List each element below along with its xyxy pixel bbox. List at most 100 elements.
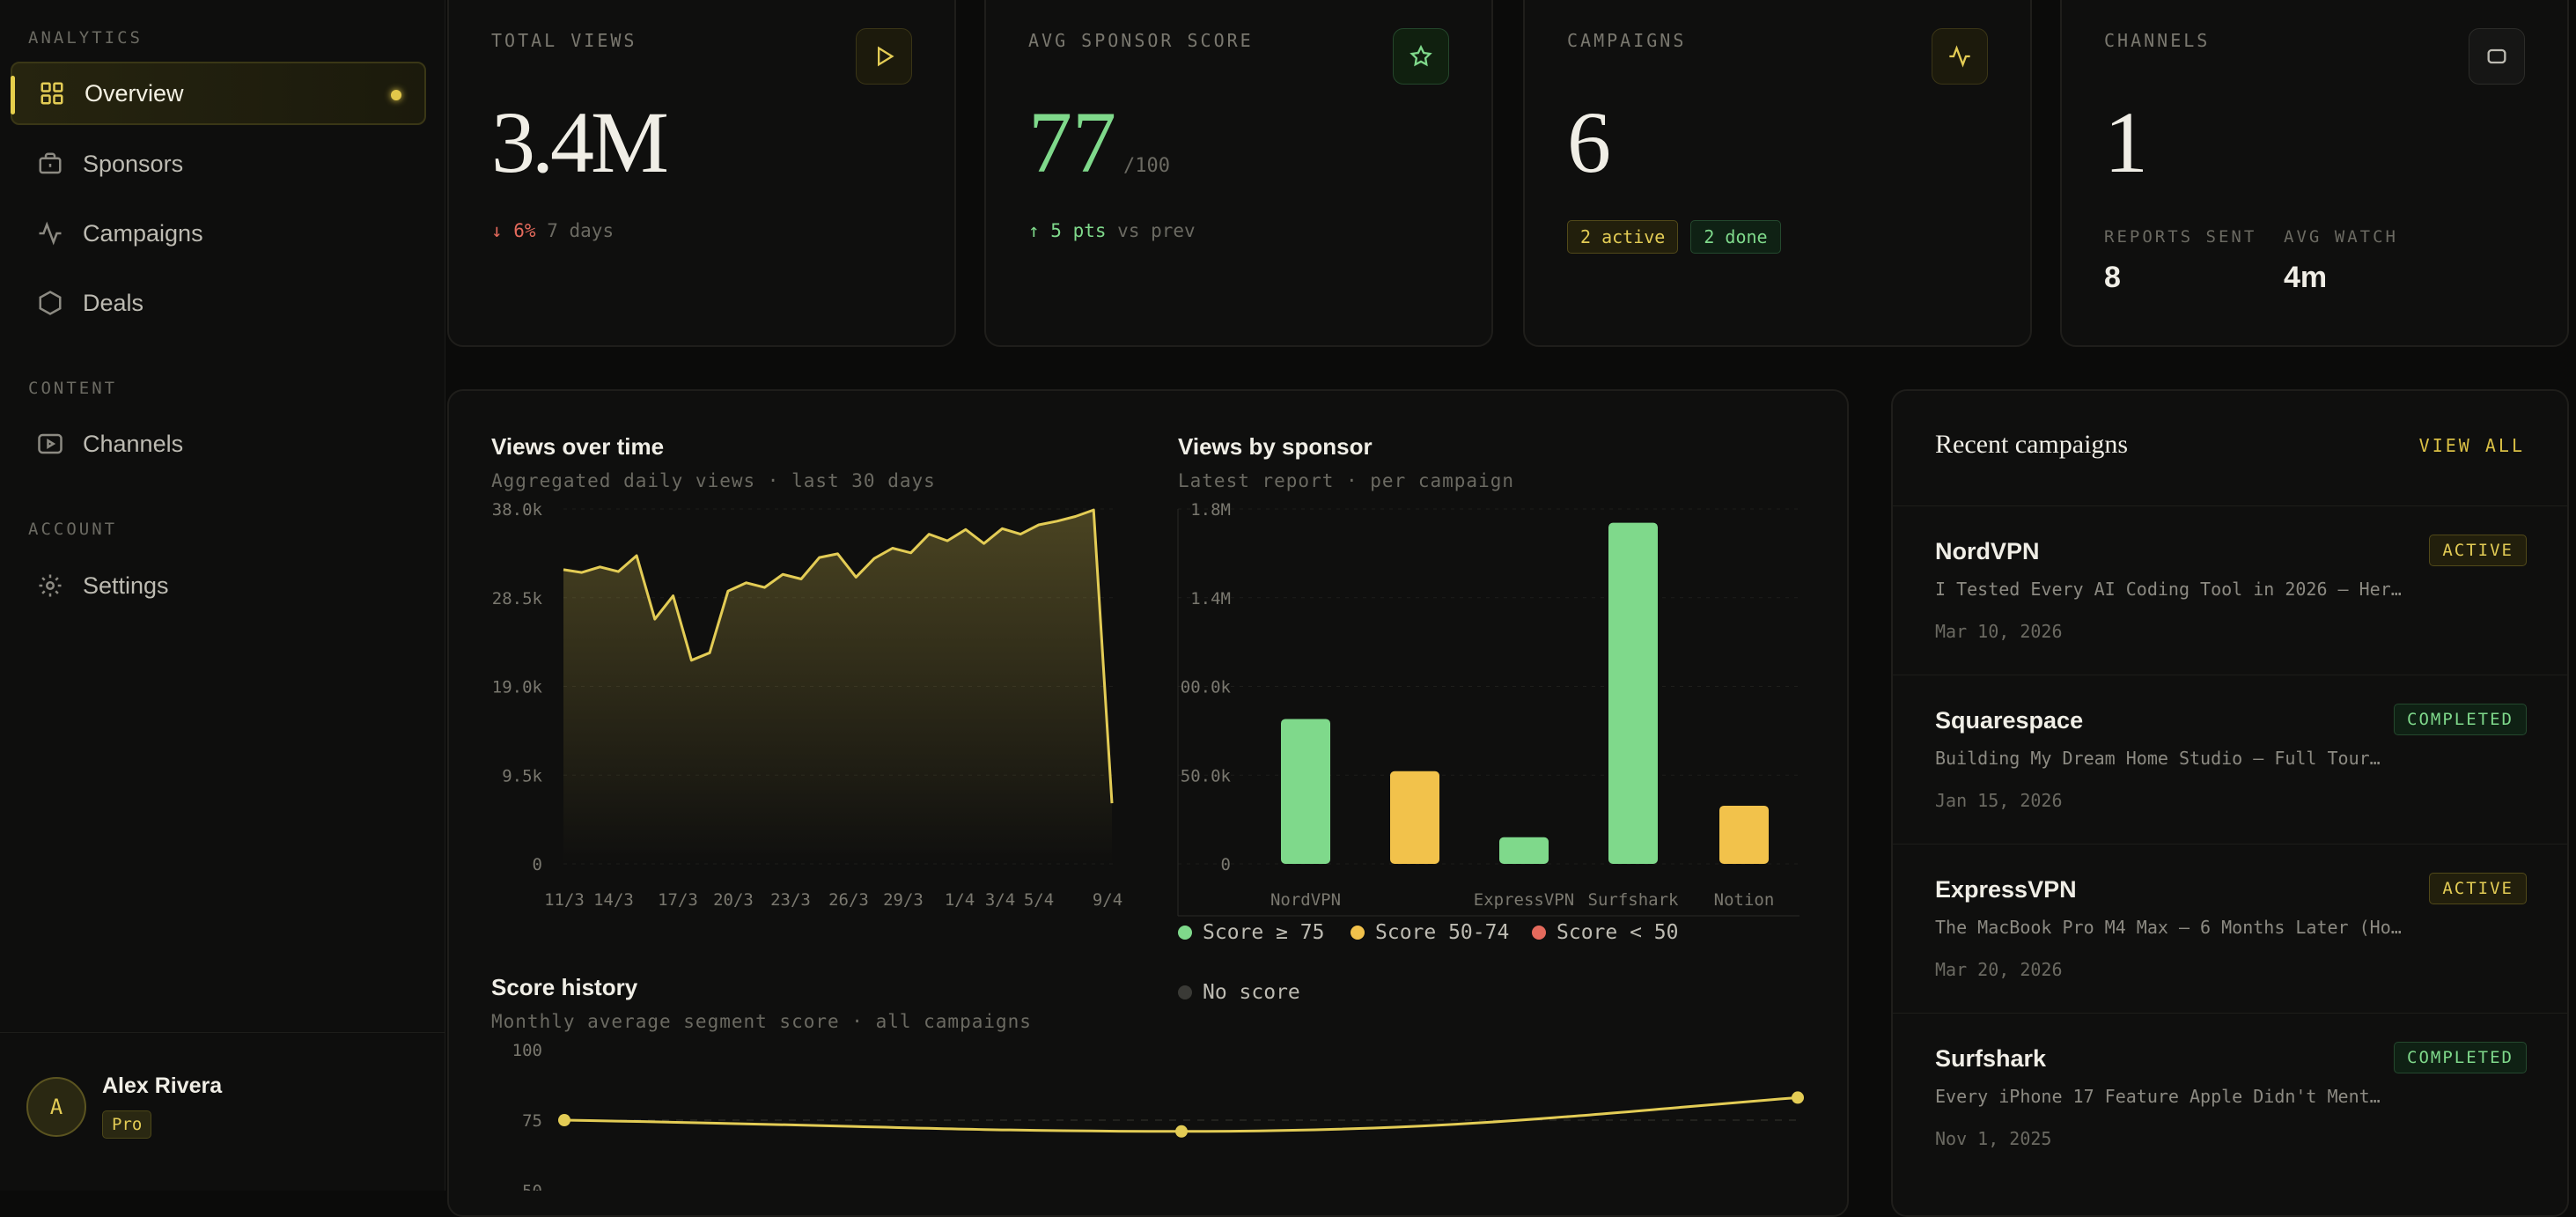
campaign-desc: Every iPhone 17 Feature Apple Didn't Men… xyxy=(1935,1086,2381,1107)
sidebar-item-campaigns[interactable]: Campaigns xyxy=(11,202,426,265)
legend-item-high: Score ≥ 75 xyxy=(1178,921,1324,944)
watch-value: 4m xyxy=(2284,261,2328,294)
sidebar-item-channels[interactable]: Channels xyxy=(11,412,426,476)
video-icon xyxy=(38,433,63,454)
status-badge: COMPLETED xyxy=(2394,704,2527,735)
reports-label: REPORTS SENT xyxy=(2104,227,2257,247)
stat-card-sponsor-score: AVG SPONSOR SCORE 77/100 ↑ 5 pts vs prev xyxy=(984,0,1493,347)
status-badge: ACTIVE xyxy=(2429,535,2527,566)
legend-dot xyxy=(1351,926,1365,940)
active-pill: 2 active xyxy=(1567,220,1679,254)
watch-label: AVG WATCH xyxy=(2284,227,2398,247)
campaign-name: Squarespace xyxy=(1935,707,2084,734)
legend-label: No score xyxy=(1203,981,1300,1004)
sidebar: ANALYTICS Overview Sponsors Campaigns De… xyxy=(0,0,445,1191)
delta-value: ↑ 5 pts xyxy=(1028,220,1107,241)
recent-campaigns-panel: Recent campaigns VIEW ALL NordVPN I Test… xyxy=(1891,389,2569,1217)
list-item[interactable]: Squarespace Building My Dream Home Studi… xyxy=(1893,675,2567,844)
sidebar-item-label: Channels xyxy=(83,430,184,457)
plan-badge: Pro xyxy=(102,1110,152,1139)
campaign-date: Jan 15, 2026 xyxy=(1935,790,2063,811)
stat-card-campaigns: CAMPAIGNS 6 2 active 2 done xyxy=(1523,0,2032,347)
legend-dot xyxy=(1178,985,1192,999)
section-label-account: ACCOUNT xyxy=(28,520,118,539)
stat-card-channels: CHANNELS 1 REPORTS SENT 8 AVG WATCH 4m xyxy=(2060,0,2569,347)
chart-title-views-over-time: Views over time xyxy=(491,433,665,460)
chart-subtitle-views-over-time: Aggregated daily views · last 30 days xyxy=(491,470,936,491)
gear-icon xyxy=(39,574,62,597)
stat-card-total-views: TOTAL VIEWS 3.4M ↓ 6% 7 days xyxy=(447,0,956,347)
stat-value: 1 xyxy=(2104,93,2148,191)
campaign-name: Surfshark xyxy=(1935,1045,2047,1072)
campaign-date: Mar 10, 2026 xyxy=(1935,621,2063,642)
campaign-date: Nov 1, 2025 xyxy=(1935,1128,2052,1149)
hexagon-icon xyxy=(39,291,62,315)
campaign-pills: 2 active 2 done xyxy=(1567,220,1793,254)
sidebar-item-deals[interactable]: Deals xyxy=(11,271,426,335)
sidebar-item-label: Campaigns xyxy=(83,219,203,247)
campaign-desc: The MacBook Pro M4 Max — 6 Months Later … xyxy=(1935,917,2410,938)
sidebar-item-label: Sponsors xyxy=(83,150,184,177)
stat-delta: ↓ 6% 7 days xyxy=(491,220,614,241)
status-badge: ACTIVE xyxy=(2429,873,2527,904)
list-item[interactable]: Surfshark Every iPhone 17 Feature Apple … xyxy=(1893,1013,2567,1182)
chart-title-score-history: Score history xyxy=(491,974,638,1000)
section-label-analytics: ANALYTICS xyxy=(28,28,143,48)
stat-value: 6 xyxy=(1567,93,1611,191)
score-suffix: /100 xyxy=(1123,155,1170,177)
stat-label: TOTAL VIEWS xyxy=(491,30,637,51)
grid-icon xyxy=(40,82,63,105)
rectangle-icon xyxy=(2469,28,2525,85)
stat-value: 77/100 xyxy=(1028,99,1170,187)
legend-dot xyxy=(1532,926,1546,940)
star-icon xyxy=(1393,28,1449,85)
done-pill: 2 done xyxy=(1690,220,1781,254)
legend-dot xyxy=(1178,926,1192,940)
legend-label: Score ≥ 75 xyxy=(1203,921,1325,944)
campaign-name: NordVPN xyxy=(1935,538,2040,564)
stat-delta: ↑ 5 pts vs prev xyxy=(1028,220,1196,241)
charts-panel: Views over time Aggregated daily views ·… xyxy=(447,389,1849,1217)
campaign-date: Mar 20, 2026 xyxy=(1935,959,2063,980)
campaign-desc: I Tested Every AI Coding Tool in 2026 — … xyxy=(1935,579,2410,600)
sidebar-item-sponsors[interactable]: Sponsors xyxy=(11,132,426,195)
recent-campaigns-title: Recent campaigns xyxy=(1935,430,2129,459)
score-value: 77 xyxy=(1028,93,1116,191)
legend-item-low: Score < 50 xyxy=(1532,921,1678,944)
status-badge: COMPLETED xyxy=(2394,1042,2527,1073)
legend-item-none: No score xyxy=(1178,981,1300,1004)
stat-label: CAMPAIGNS xyxy=(1567,30,1687,51)
sidebar-item-label: Overview xyxy=(85,79,184,107)
list-item[interactable]: ExpressVPN The MacBook Pro M4 Max — 6 Mo… xyxy=(1893,844,2567,1013)
chart-subtitle-views-by-sponsor: Latest report · per campaign xyxy=(1178,470,1515,491)
sidebar-item-overview[interactable]: Overview xyxy=(11,62,426,125)
legend-label: Score < 50 xyxy=(1557,921,1679,944)
campaign-desc: Building My Dream Home Studio — Full Tou… xyxy=(1935,748,2381,769)
user-profile[interactable]: A Alex Rivera Pro xyxy=(0,1032,445,1191)
stat-value: 3.4M xyxy=(491,93,669,191)
legend-item-mid: Score 50-74 xyxy=(1351,921,1509,944)
legend-label: Score 50-74 xyxy=(1375,921,1510,944)
delta-period: vs prev xyxy=(1117,220,1196,241)
chart-subtitle-score-history: Monthly average segment score · all camp… xyxy=(491,1011,1032,1032)
view-all-link[interactable]: VIEW ALL xyxy=(2418,435,2525,456)
play-icon xyxy=(856,28,912,85)
activity-icon xyxy=(1932,28,1988,85)
reports-value: 8 xyxy=(2104,261,2121,294)
stat-label: AVG SPONSOR SCORE xyxy=(1028,30,1254,51)
user-name: Alex Rivera xyxy=(102,1073,223,1098)
activity-icon xyxy=(39,221,62,246)
avatar: A xyxy=(26,1077,86,1137)
delta-value: ↓ 6% xyxy=(491,220,536,241)
section-label-content: CONTENT xyxy=(28,379,118,398)
campaign-name: ExpressVPN xyxy=(1935,876,2077,903)
chart-title-views-by-sponsor: Views by sponsor xyxy=(1178,433,1373,460)
list-item[interactable]: NordVPN I Tested Every AI Coding Tool in… xyxy=(1893,505,2567,675)
briefcase-icon xyxy=(39,152,62,174)
sidebar-item-label: Deals xyxy=(83,289,144,316)
stat-label: CHANNELS xyxy=(2104,30,2211,51)
active-indicator xyxy=(391,90,401,100)
sidebar-item-label: Settings xyxy=(83,572,169,599)
delta-period: 7 days xyxy=(547,220,615,241)
sidebar-item-settings[interactable]: Settings xyxy=(11,554,426,617)
